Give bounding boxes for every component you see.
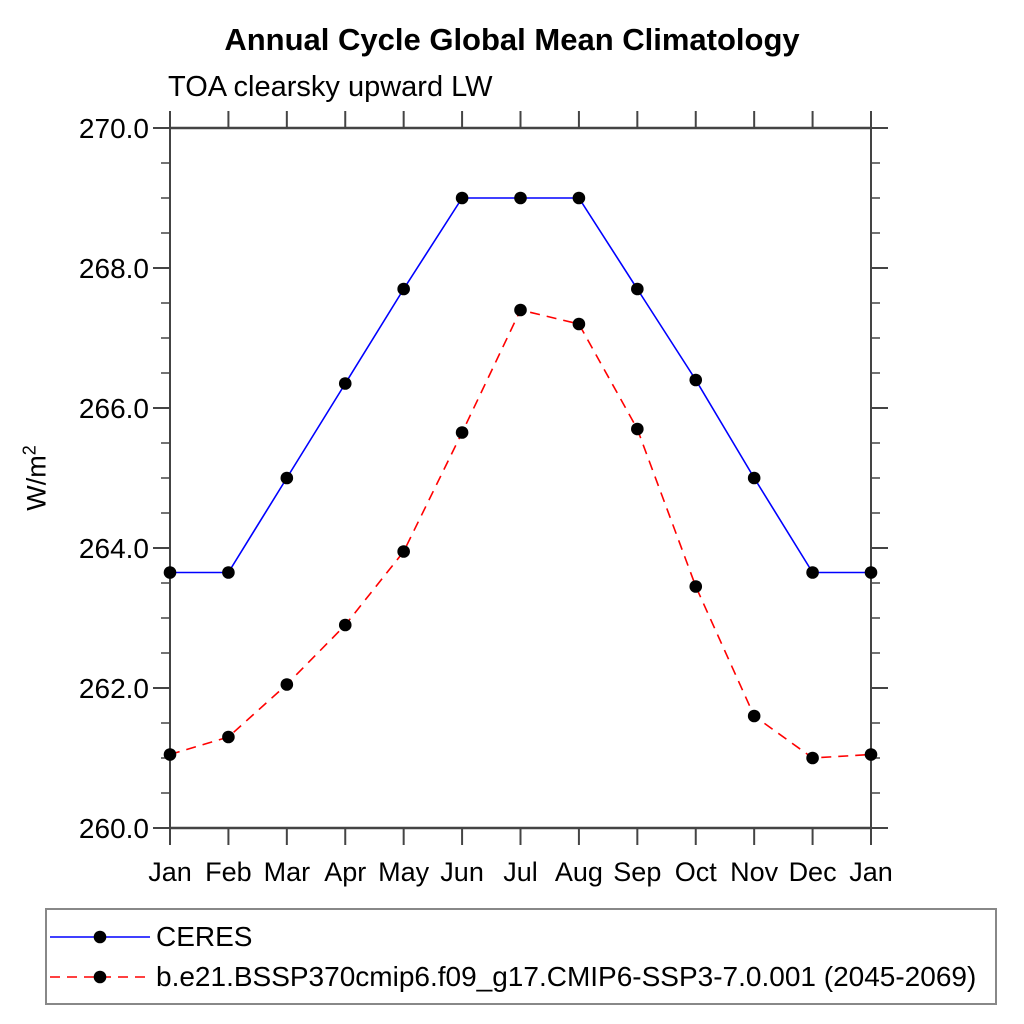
data-point-model — [864, 748, 878, 761]
data-point-model — [280, 678, 294, 691]
data-point-model — [222, 730, 235, 744]
data-point-model — [806, 751, 819, 765]
data-point-model — [747, 709, 761, 723]
x-tick-label: Jun — [440, 857, 484, 887]
y-tick-label: 264.0 — [79, 533, 149, 564]
x-tick-label: Aug — [555, 857, 603, 887]
y-tick-label: 262.0 — [79, 673, 149, 704]
x-tick-label: Apr — [324, 857, 366, 887]
data-point-ceres — [163, 566, 177, 579]
data-point-ceres — [338, 377, 352, 390]
data-point-model — [397, 545, 410, 558]
data-point-model — [455, 426, 469, 439]
data-point-model — [689, 580, 703, 593]
x-tick-label: Jan — [849, 857, 893, 887]
data-point-ceres — [222, 566, 235, 579]
legend: CERES b.e21.BSSP370cmip6.f09_g17.CMIP6-S… — [45, 908, 997, 1005]
data-point-ceres — [689, 373, 703, 387]
y-tick-label: 266.0 — [79, 393, 149, 424]
y-tick-label: 260.0 — [79, 813, 149, 844]
x-tick-label: Dec — [789, 857, 837, 887]
legend-sample-marker — [93, 930, 107, 944]
legend-sample-marker — [93, 970, 107, 984]
data-point-model — [163, 748, 177, 761]
x-tick-label: Sep — [613, 857, 661, 887]
legend-label-ceres: CERES — [156, 921, 253, 952]
data-point-model — [631, 422, 644, 436]
y-tick-label: 270.0 — [79, 113, 149, 144]
data-point-ceres — [864, 566, 878, 579]
x-tick-label: Oct — [675, 857, 718, 887]
legend-item-model: b.e21.BSSP370cmip6.f09_g17.CMIP6-SSP3-7.… — [49, 961, 977, 992]
data-point-model — [514, 303, 527, 317]
data-point-ceres — [747, 471, 761, 485]
x-tick-label: Jul — [503, 857, 538, 887]
data-point-ceres — [280, 471, 294, 485]
data-point-ceres — [631, 282, 644, 296]
chart-subtitle: TOA clearsky upward LW — [168, 71, 493, 103]
legend-line-sample-ceres — [50, 930, 150, 944]
legend-line-sample-model — [50, 970, 150, 984]
data-point-model — [338, 618, 352, 632]
data-point-ceres — [455, 191, 469, 205]
data-point-model — [572, 317, 586, 331]
data-point-ceres — [397, 282, 410, 296]
data-point-ceres — [806, 566, 819, 579]
x-tick-label: Nov — [730, 857, 779, 887]
chart-title: Annual Cycle Global Mean Climatology — [224, 22, 800, 57]
legend-label-model: b.e21.BSSP370cmip6.f09_g17.CMIP6-SSP3-7.… — [156, 961, 977, 992]
data-point-ceres — [572, 191, 586, 205]
x-tick-label: Feb — [205, 857, 252, 887]
data-point-ceres — [514, 191, 527, 205]
series-line-model — [169, 309, 872, 759]
x-tick-label: Jan — [148, 857, 192, 887]
x-tick-label: May — [378, 857, 430, 887]
y-tick-label: 268.0 — [79, 253, 149, 284]
legend-item-ceres: CERES — [49, 921, 253, 952]
series-line-ceres — [170, 197, 871, 574]
x-tick-label: Mar — [264, 857, 311, 887]
